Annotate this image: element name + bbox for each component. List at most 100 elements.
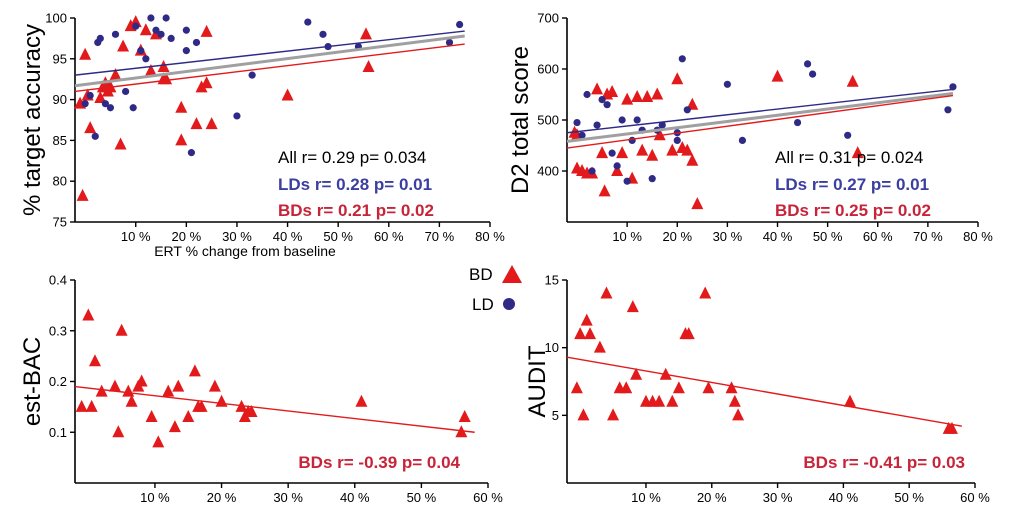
bd-point [245,404,258,417]
bd-point [195,80,208,93]
stat-text: All r= 0.29 p= 0.034 [278,148,426,167]
x-tick-label: 70 % [425,229,455,244]
ld-point [593,121,601,129]
x-tick-label: 40 % [763,229,793,244]
x-tick-label: 40 % [340,490,370,505]
bd-point [620,381,633,394]
bd-point [458,410,471,423]
bd-point [686,153,699,166]
bd-point [626,300,639,313]
ld-fit-line [566,88,954,134]
ld-point [803,60,812,68]
bd-point [94,90,107,103]
ld-point [949,83,957,91]
bd-point [636,143,649,156]
y-tick-label: 90 [53,92,67,107]
ld-point [132,22,140,30]
bd-point [129,15,142,28]
ld-point [608,149,616,157]
ld-point [613,162,621,170]
x-tick-label: 30 % [713,229,743,244]
ld-point [162,14,170,22]
bd-point [584,327,597,340]
bd-point [641,90,654,103]
bd-point [728,394,741,407]
bd-point [686,97,699,110]
bd-point [145,410,158,423]
ld-point [673,136,681,144]
bd-fit-line [74,385,475,433]
bd-point [580,313,593,326]
bd-point [574,327,587,340]
ld-point [319,30,327,38]
y-axis-label: AUDIT [524,345,551,417]
bd-point [630,367,643,380]
ld-point [96,34,104,43]
stat-text: BDs r= 0.21 p= 0.02 [278,201,434,220]
ld-point [633,116,641,124]
panel-4: 5 10 15 10 % 20 % 30 % 40 % 50 % 60 % AUDIT BDs r=… [524,273,990,506]
ld-point [86,91,94,100]
bd-fit-line [566,94,954,149]
bd-point [725,381,738,394]
ld-point [808,70,817,78]
ld-point [603,101,611,109]
ld-point [157,30,165,38]
y-tick-label: 0.3 [49,323,67,338]
bd-point [125,394,138,407]
ld-point [683,106,691,114]
bd-point [577,408,590,421]
x-tick-label: 30 % [763,490,793,505]
bd-point [115,323,128,336]
bd-point [75,399,88,412]
ld-point [142,55,150,63]
stat-text: BDs r= -0.41 p= 0.03 [803,453,965,472]
bd-point [152,435,165,448]
x-tick-label: 40 % [829,490,859,505]
bd-point [666,143,679,156]
bd-point [162,384,175,397]
y-tick-label: 700 [537,11,559,26]
bd-point [843,394,856,407]
y-tick-label: 400 [537,164,559,179]
y-tick-label: 95 [53,51,67,66]
x-tick-label: 10 % [631,490,661,505]
bd-point [653,128,666,141]
y-tick-label: 0.4 [49,273,67,288]
bd-point [570,381,583,394]
ld-point [182,26,190,34]
bd-point [114,137,127,150]
bd-point [681,143,694,156]
ld-point [623,177,631,185]
bd-fit-line [566,356,962,427]
ld-point [182,47,190,55]
bd-point [122,384,135,397]
ld-point [248,71,256,79]
legend-ld-label: LD [472,295,494,314]
bd-point [666,394,679,407]
bd-point [646,148,659,161]
ld-point [658,121,666,129]
bd-point [611,164,624,176]
x-tick-label: 20 % [662,229,692,244]
ld-point [456,20,464,29]
y-tick-label: 75 [53,215,67,230]
panel-1: 75 80 85 90 95 100 10 % 20 % 30 % 40 % 50 % 60 % 70 … [19,11,505,260]
bd-point [182,410,195,423]
x-tick-label: 20 % [697,490,727,505]
ld-point [81,100,89,108]
panel-2: 400 500 600 700 10 % 20 % 30 % 40 % 50 % 60 % 70 %… [507,11,993,245]
bd-point [846,74,859,87]
ld-point [106,104,115,112]
x-tick-label: 30 % [273,490,303,505]
x-tick-label: 60 % [863,229,893,244]
bd-point [702,381,715,394]
ld-point [944,106,952,114]
bd-point [653,394,666,407]
bd-point [195,399,208,412]
bd-point [691,197,704,210]
bd-point [355,394,368,407]
y-tick-label: 85 [53,133,67,148]
ld-point [152,26,160,34]
bd-point [682,327,695,340]
